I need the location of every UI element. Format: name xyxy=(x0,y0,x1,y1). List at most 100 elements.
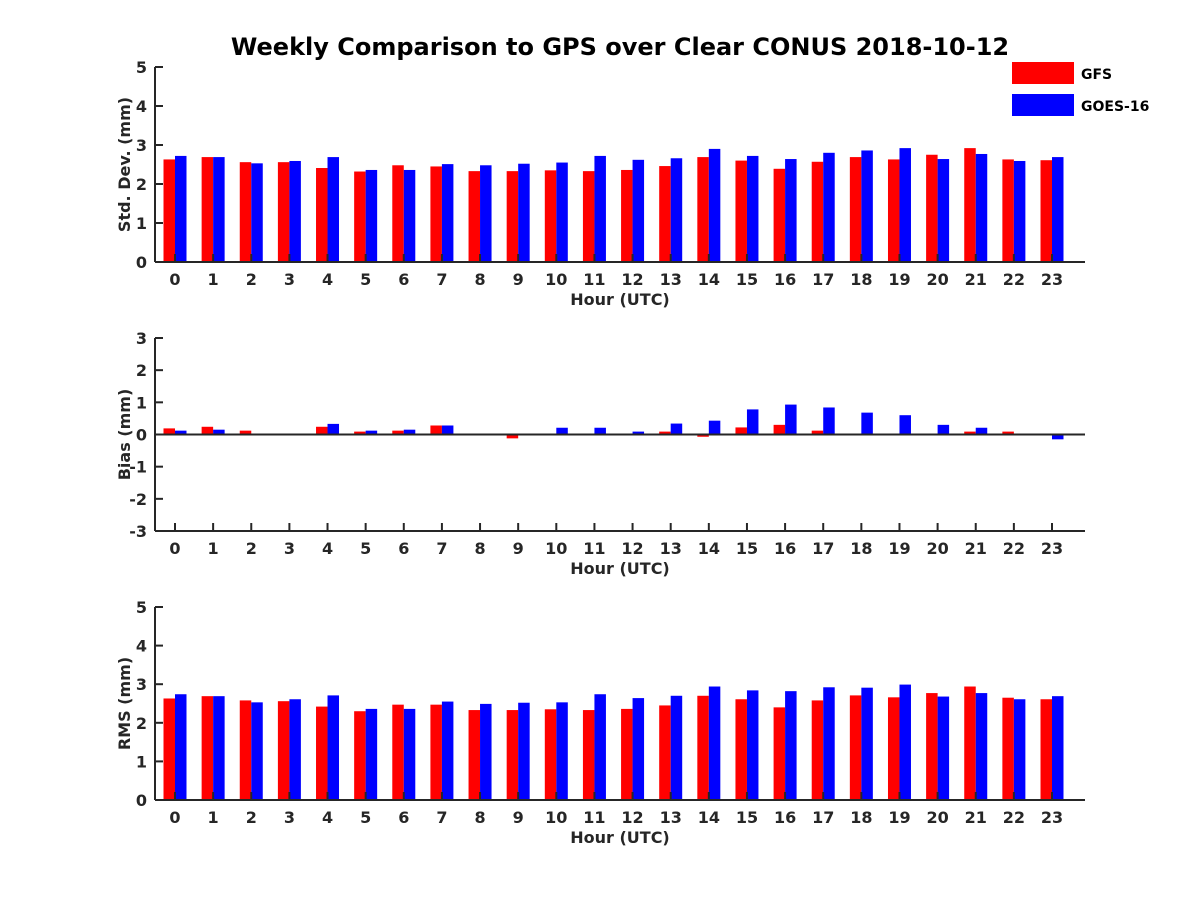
x-axis-label: Hour (UTC) xyxy=(570,828,670,847)
x-tick-label: 11 xyxy=(583,808,605,827)
bar-gfs-hour-1 xyxy=(201,696,214,800)
bar-gfs-hour-13 xyxy=(659,166,671,262)
bar-goes-16-hour-12 xyxy=(632,431,645,435)
x-tick-label: 13 xyxy=(660,808,682,827)
x-tick-label: 16 xyxy=(774,270,796,289)
bar-gfs-hour-4 xyxy=(316,426,328,435)
y-tick-label: 1 xyxy=(136,214,147,233)
bar-gfs-hour-20 xyxy=(926,154,938,262)
bar-gfs-hour-6 xyxy=(392,430,404,435)
x-tick-label: 15 xyxy=(736,270,758,289)
bar-goes-16-hour-1 xyxy=(213,157,225,262)
x-tick-label: 9 xyxy=(513,539,524,558)
bar-goes-16-hour-23 xyxy=(1052,434,1064,440)
x-tick-label: 17 xyxy=(812,270,834,289)
bar-goes-16-hour-16 xyxy=(785,691,797,800)
bar-goes-16-hour-16 xyxy=(785,404,797,435)
x-tick-label: 17 xyxy=(812,539,834,558)
bar-goes-16-hour-21 xyxy=(975,153,988,262)
bar-goes-16-hour-4 xyxy=(327,423,340,435)
bar-goes-16-hour-5 xyxy=(365,430,378,435)
bar-goes-16-hour-21 xyxy=(975,693,988,800)
bar-gfs-hour-17 xyxy=(811,161,824,262)
y-tick-label: 1 xyxy=(136,752,147,771)
bar-goes-16-hour-15 xyxy=(746,690,759,800)
x-tick-label: 2 xyxy=(246,270,257,289)
bar-goes-16-hour-8 xyxy=(480,165,492,262)
bar-gfs-hour-5 xyxy=(354,431,366,435)
bar-gfs-hour-9 xyxy=(506,710,519,800)
bar-gfs-hour-18 xyxy=(849,157,862,262)
x-tick-label: 22 xyxy=(1003,808,1025,827)
bar-goes-16-hour-2 xyxy=(251,163,263,262)
bar-goes-16-hour-18 xyxy=(861,412,873,435)
bar-goes-16-hour-17 xyxy=(823,687,835,800)
bar-gfs-hour-17 xyxy=(811,430,824,435)
y-axis-label: Bias (mm) xyxy=(115,389,134,481)
bar-gfs-hour-14 xyxy=(697,695,709,800)
bar-gfs-hour-2 xyxy=(239,700,252,800)
bar-goes-16-hour-15 xyxy=(746,155,759,262)
bar-gfs-hour-6 xyxy=(392,704,404,800)
bar-goes-16-hour-11 xyxy=(594,694,606,800)
x-tick-label: 4 xyxy=(322,808,333,827)
x-tick-label: 16 xyxy=(774,539,796,558)
bar-goes-16-hour-20 xyxy=(937,159,950,262)
x-tick-label: 1 xyxy=(208,270,219,289)
bar-gfs-hour-21 xyxy=(964,431,976,435)
x-tick-label: 8 xyxy=(474,270,485,289)
x-tick-label: 7 xyxy=(436,808,447,827)
y-tick-label: 0 xyxy=(136,426,147,445)
x-tick-label: 9 xyxy=(513,808,524,827)
bar-gfs-hour-20 xyxy=(926,693,938,800)
bar-gfs-hour-17 xyxy=(811,700,824,800)
bar-goes-16-hour-20 xyxy=(937,424,950,435)
bar-gfs-hour-3 xyxy=(277,701,290,800)
bar-goes-16-hour-11 xyxy=(594,155,606,262)
bar-gfs-hour-22 xyxy=(1002,697,1014,800)
x-tick-label: 23 xyxy=(1041,808,1063,827)
y-tick-label: 1 xyxy=(136,393,147,412)
bar-goes-16-hour-1 xyxy=(213,429,225,435)
x-tick-label: 1 xyxy=(208,539,219,558)
bar-goes-16-hour-10 xyxy=(556,702,568,800)
bar-goes-16-hour-9 xyxy=(518,163,530,262)
bar-goes-16-hour-14 xyxy=(708,148,721,262)
bar-goes-16-hour-23 xyxy=(1052,157,1064,262)
legend-swatch-gfs xyxy=(1012,62,1074,84)
bar-goes-16-hour-5 xyxy=(365,169,378,262)
bar-gfs-hour-13 xyxy=(659,431,671,435)
legend-swatch-goes-16 xyxy=(1012,94,1074,116)
x-tick-label: 6 xyxy=(398,270,409,289)
bar-gfs-hour-7 xyxy=(430,704,442,800)
bar-goes-16-hour-11 xyxy=(594,427,606,435)
y-tick-label: 5 xyxy=(136,598,147,617)
x-tick-label: 22 xyxy=(1003,539,1025,558)
bar-goes-16-hour-6 xyxy=(403,169,416,262)
bar-gfs-hour-11 xyxy=(582,710,595,800)
bar-goes-16-hour-17 xyxy=(823,152,835,262)
bar-gfs-hour-2 xyxy=(239,162,252,262)
x-tick-label: 1 xyxy=(208,808,219,827)
bar-gfs-hour-8 xyxy=(468,171,481,262)
bar-goes-16-hour-3 xyxy=(289,699,301,800)
x-tick-label: 20 xyxy=(926,808,948,827)
x-tick-label: 19 xyxy=(888,539,910,558)
bar-goes-16-hour-6 xyxy=(403,429,416,435)
legend-label-gfs: GFS xyxy=(1081,67,1112,83)
x-tick-label: 22 xyxy=(1003,270,1025,289)
bar-gfs-hour-16 xyxy=(773,707,786,800)
y-tick-label: 4 xyxy=(136,637,147,656)
bar-gfs-hour-14 xyxy=(697,157,709,262)
y-tick-label: 3 xyxy=(136,136,147,155)
bar-gfs-hour-1 xyxy=(201,157,214,262)
bar-gfs-hour-23 xyxy=(1040,699,1052,800)
bar-goes-16-hour-19 xyxy=(899,415,911,435)
bar-gfs-hour-0 xyxy=(163,159,175,262)
y-tick-label: 0 xyxy=(136,253,147,272)
